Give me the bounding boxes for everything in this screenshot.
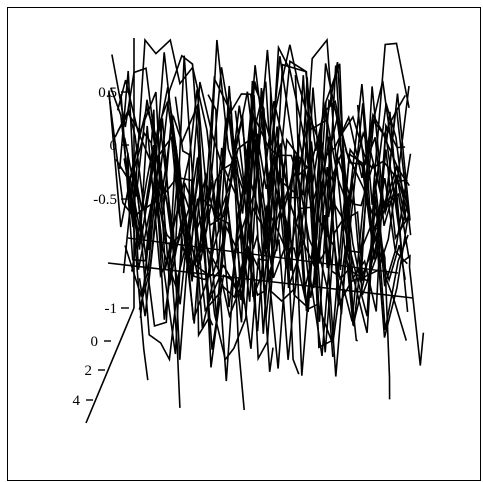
y-tick-label: 4 bbox=[73, 393, 81, 409]
z-tick-label: 0 bbox=[110, 138, 118, 154]
surface-cross-line bbox=[174, 96, 214, 338]
surface-line bbox=[110, 37, 407, 252]
surface-plot[interactable]: 0.5 0 -0.5 -1 0 24 bbox=[8, 8, 482, 482]
surface-line bbox=[124, 101, 410, 322]
tick-labels-group: 0.5 0 -0.5 -1 0 24 bbox=[73, 85, 118, 409]
surface-cross-line bbox=[356, 104, 391, 400]
y-tick-label: 0 bbox=[91, 334, 99, 350]
surface-cross-line bbox=[385, 111, 425, 366]
surface-line bbox=[136, 158, 409, 382]
surface-cross-line bbox=[234, 110, 274, 372]
z-tick-label: -1 bbox=[105, 301, 118, 317]
y-tick-label: 2 bbox=[85, 363, 93, 379]
surface-line bbox=[129, 94, 410, 319]
z-tick-label: 0.5 bbox=[98, 85, 117, 101]
surface-edge-line bbox=[107, 262, 414, 299]
surface-line bbox=[139, 167, 406, 376]
plot-frame: 0.5 0 -0.5 -1 0 2 4 bbox=[7, 7, 481, 481]
depth-axis-line bbox=[85, 307, 135, 424]
wireframe-group bbox=[107, 37, 425, 411]
surface-edge-line bbox=[127, 237, 399, 274]
surface-cross-line bbox=[115, 152, 149, 381]
z-tick-label: -0.5 bbox=[93, 192, 117, 208]
surface-cross-line bbox=[294, 75, 334, 357]
surface-line bbox=[128, 115, 406, 324]
surface-cross-line bbox=[207, 94, 245, 411]
surface-line bbox=[111, 37, 412, 273]
surface-cross-line bbox=[323, 146, 358, 342]
surface-cross-line bbox=[269, 87, 300, 375]
surface-line bbox=[116, 55, 406, 289]
